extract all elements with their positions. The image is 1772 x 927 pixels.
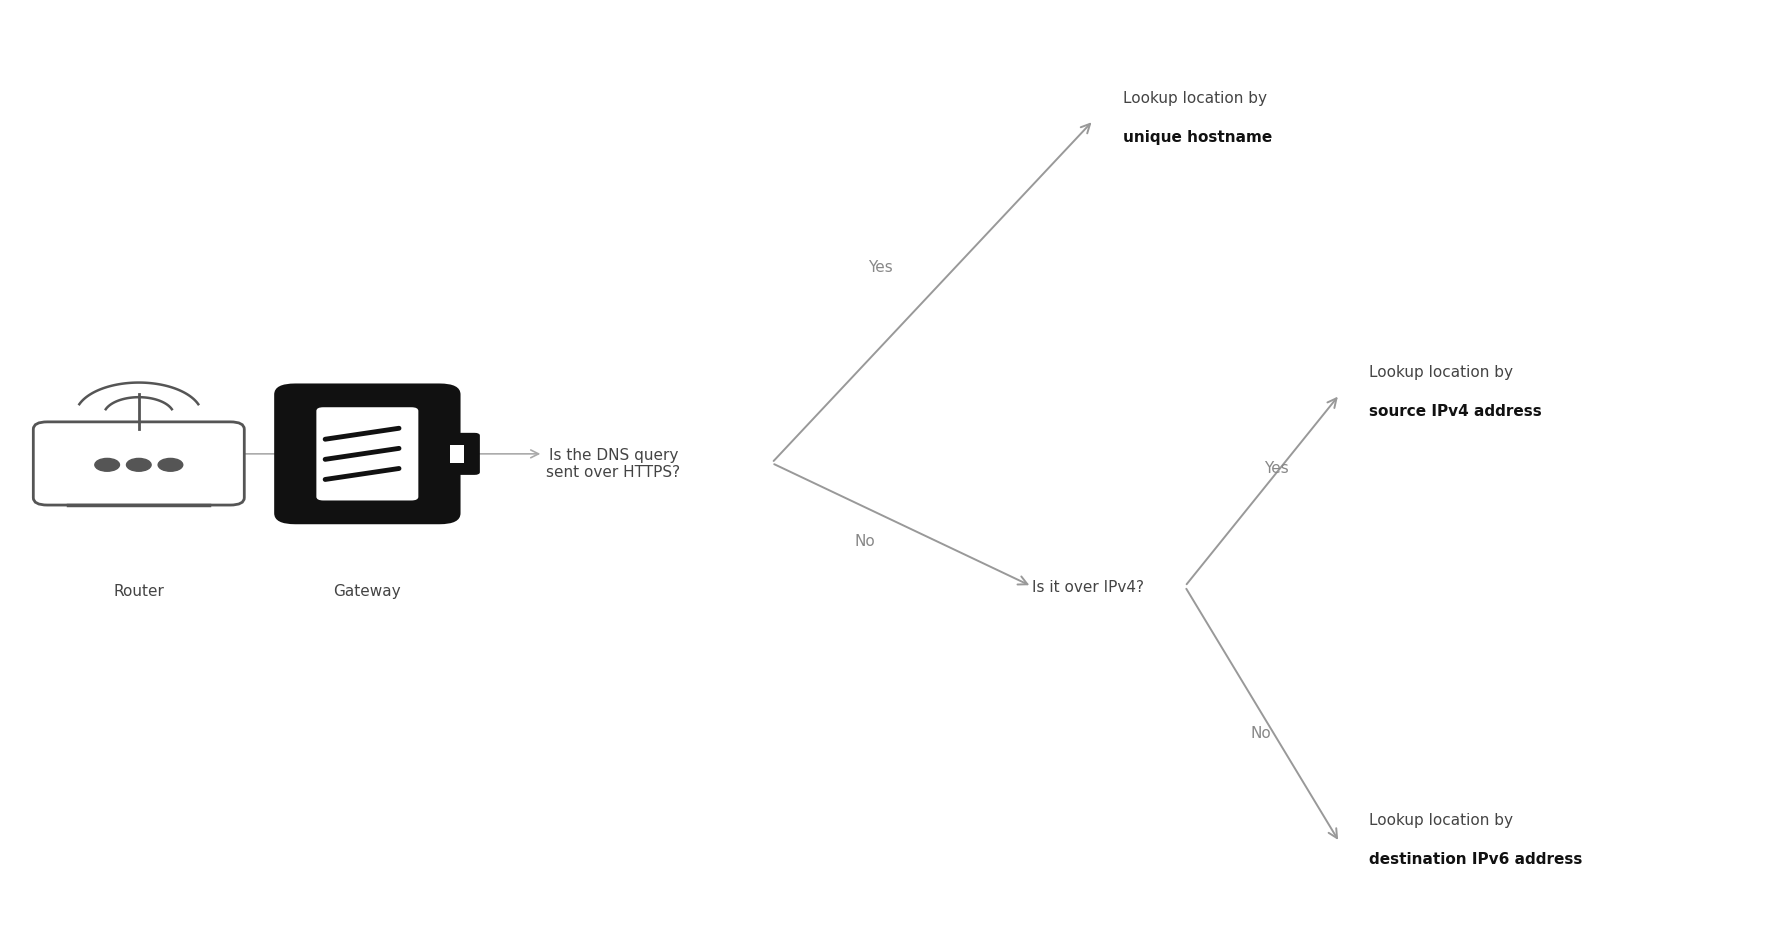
- Text: Gateway: Gateway: [333, 584, 400, 599]
- Text: Router: Router: [113, 584, 165, 599]
- Circle shape: [126, 459, 151, 472]
- FancyBboxPatch shape: [34, 423, 245, 505]
- Text: source IPv4 address: source IPv4 address: [1370, 404, 1542, 419]
- Text: destination IPv6 address: destination IPv6 address: [1370, 851, 1582, 867]
- Text: Lookup location by: Lookup location by: [1370, 812, 1513, 827]
- Text: Yes: Yes: [1263, 461, 1288, 476]
- Text: Lookup location by: Lookup location by: [1123, 91, 1267, 106]
- Text: unique hostname: unique hostname: [1123, 130, 1272, 145]
- FancyBboxPatch shape: [275, 384, 461, 525]
- FancyBboxPatch shape: [431, 433, 480, 476]
- Text: Is it over IPv4?: Is it over IPv4?: [1031, 579, 1145, 594]
- FancyBboxPatch shape: [450, 445, 464, 464]
- Text: Is the DNS query
sent over HTTPS?: Is the DNS query sent over HTTPS?: [546, 448, 680, 479]
- Text: No: No: [854, 534, 875, 549]
- Text: Lookup location by: Lookup location by: [1370, 364, 1513, 380]
- Circle shape: [158, 459, 183, 472]
- Text: No: No: [1249, 726, 1271, 741]
- Text: Yes: Yes: [868, 260, 893, 274]
- Circle shape: [96, 459, 119, 472]
- FancyBboxPatch shape: [317, 408, 418, 501]
